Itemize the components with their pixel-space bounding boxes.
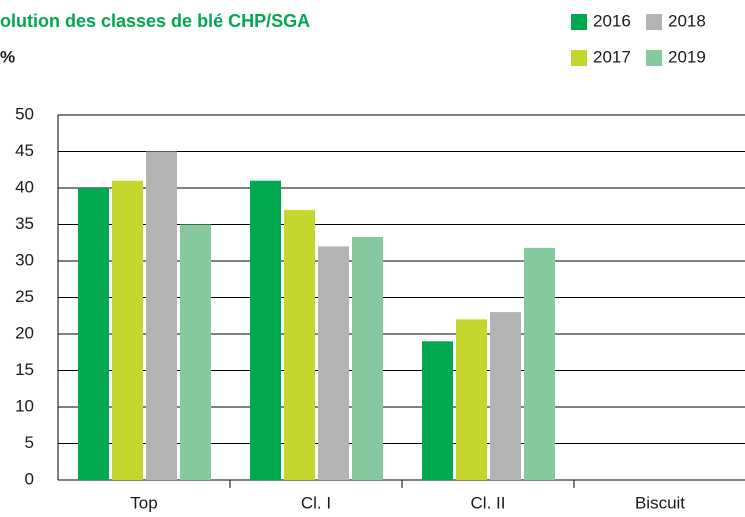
y-tick-label: 35 [15, 214, 34, 233]
legend-label: 2019 [668, 47, 706, 66]
legend-swatch [571, 14, 587, 30]
x-tick-label: Biscuit [635, 493, 685, 512]
y-tick-label: 40 [15, 177, 34, 196]
bar [524, 247, 555, 480]
legend-label: 2017 [593, 47, 631, 66]
y-tick-label: 45 [15, 141, 34, 160]
legend-swatch [646, 50, 662, 66]
bar [180, 224, 211, 480]
x-tick-label: Cl. II [471, 493, 506, 512]
bar [490, 312, 521, 480]
bar [456, 319, 487, 480]
y-tick-label: 10 [15, 396, 34, 415]
y-tick-label: 0 [25, 469, 34, 488]
bar [112, 180, 143, 480]
bar [422, 341, 453, 480]
x-tick-label: Cl. I [301, 493, 331, 512]
legend-swatch [646, 14, 662, 30]
y-tick-label: 30 [15, 250, 34, 269]
chart-subtitle: % [0, 47, 15, 66]
bar [250, 180, 281, 480]
legend-label: 2016 [593, 11, 631, 30]
bar [318, 246, 349, 480]
legend-label: 2018 [668, 11, 706, 30]
x-tick-label: Top [130, 493, 157, 512]
y-tick-label: 25 [15, 287, 34, 306]
legend-swatch [571, 50, 587, 66]
y-tick-label: 50 [15, 104, 34, 123]
y-tick-label: 15 [15, 360, 34, 379]
chart-title: olution des classes de blé CHP/SGA [0, 11, 310, 31]
y-tick-label: 20 [15, 323, 34, 342]
bar [146, 151, 177, 480]
bar [284, 209, 315, 480]
bar [352, 236, 383, 480]
y-tick-label: 5 [25, 433, 34, 452]
bar [78, 188, 109, 480]
